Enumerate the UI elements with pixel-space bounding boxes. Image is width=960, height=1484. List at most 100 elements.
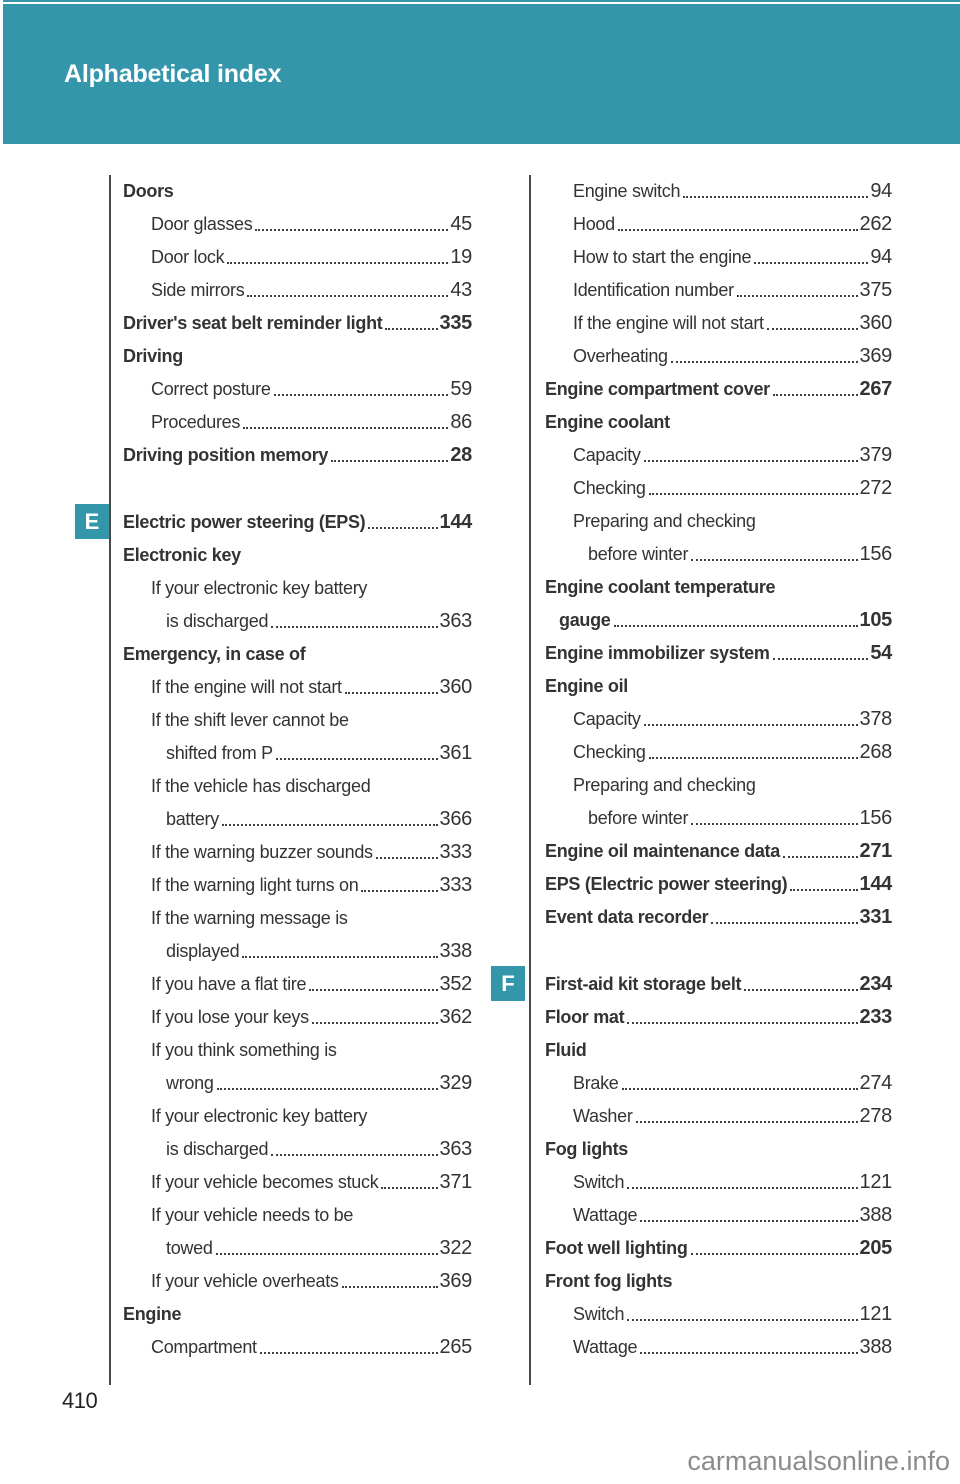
dot-leader — [247, 295, 449, 297]
index-entry: If your electronic key battery — [123, 572, 472, 605]
entry-page-number: 366 — [439, 808, 473, 830]
entry-page-number: 333 — [439, 874, 473, 896]
entry-label: Engine immobilizer system — [545, 643, 770, 663]
dot-leader — [627, 1187, 858, 1189]
entry-label: If your vehicle needs to be — [151, 1205, 354, 1225]
dot-leader — [643, 724, 858, 726]
index-entry: Engine — [123, 1298, 472, 1331]
entry-label: If you lose your keys — [151, 1007, 309, 1027]
index-entry: Driving — [123, 340, 472, 373]
entry-page-number: 156 — [859, 543, 893, 565]
entry-label: If the shift lever cannot be — [151, 710, 349, 730]
entry-page-number: 28 — [450, 444, 472, 466]
entry-page-number: 369 — [859, 345, 893, 367]
index-entry: If you lose your keys 362 — [123, 1001, 472, 1034]
entry-page-number: 144 — [439, 511, 473, 533]
index-entry: F First-aid kit storage belt 234 — [491, 966, 892, 1001]
index-entry: Wattage 388 — [545, 1331, 892, 1364]
entry-page-number: 322 — [439, 1237, 473, 1259]
index-entry: before winter 156 — [545, 802, 892, 835]
dot-leader — [711, 922, 858, 924]
index-entry: Fluid — [545, 1034, 892, 1067]
entry-page-number: 363 — [439, 1138, 473, 1160]
footer-page-number: 410 — [62, 1388, 98, 1413]
dot-leader — [259, 1352, 438, 1354]
entry-page-number: 335 — [439, 312, 473, 334]
entry-page-number: 105 — [859, 609, 893, 631]
dot-leader — [385, 328, 438, 330]
index-entry: before winter 156 — [545, 538, 892, 571]
page-header-band: Alphabetical index — [3, 4, 960, 144]
index-entry: Engine oil maintenance data 271 — [545, 835, 892, 868]
dot-leader — [375, 857, 438, 859]
entry-page-number: 267 — [859, 378, 893, 400]
entry-page-number: 19 — [450, 246, 472, 268]
index-entry: Compartment 265 — [123, 1331, 472, 1364]
entry-label: Engine switch — [573, 181, 681, 201]
index-entry: Overheating 369 — [545, 340, 892, 373]
entry-page-number: 54 — [870, 642, 892, 664]
dot-leader — [344, 692, 438, 694]
index-content: Doors Door glasses 45 Door lock 19 Side mirro… — [75, 175, 893, 1385]
entry-page-number: 388 — [859, 1336, 893, 1358]
entry-page-number: 363 — [439, 610, 473, 632]
index-entry: If the warning buzzer sounds 333 — [123, 836, 472, 869]
dot-leader — [613, 625, 858, 627]
index-entry: If the engine will not start 360 — [545, 307, 892, 340]
dot-leader — [643, 460, 858, 462]
entry-label: Engine — [123, 1304, 182, 1324]
index-entry: If your vehicle needs to be — [123, 1199, 472, 1232]
dot-leader — [341, 1286, 438, 1288]
entry-page-number: 233 — [859, 1006, 893, 1028]
index-entry: Fog lights — [545, 1133, 892, 1166]
entry-page-number: 121 — [859, 1171, 893, 1193]
entry-label: EPS (Electric power steering) — [545, 874, 788, 894]
index-entry: shifted from P 361 — [123, 737, 472, 770]
entry-page-number: 94 — [870, 246, 892, 268]
index-entry: Driving position memory 28 — [123, 439, 472, 472]
dot-leader — [648, 757, 858, 759]
entry-label: If your electronic key battery — [151, 1106, 368, 1126]
entry-label: Brake — [573, 1073, 619, 1093]
entry-label: Preparing and checking — [573, 775, 756, 795]
entry-label: wrong — [166, 1073, 214, 1093]
entry-label: is discharged — [166, 1139, 269, 1159]
index-entry: How to start the engine 94 — [545, 241, 892, 274]
entry-label: is discharged — [166, 611, 269, 631]
dot-leader — [772, 394, 858, 396]
dot-leader — [691, 559, 858, 561]
entry-label: Checking — [573, 742, 646, 762]
entry-label: Engine oil maintenance data — [545, 841, 780, 861]
entry-page-number: 333 — [439, 841, 473, 863]
index-column-right: Engine switch 94 Hood 262 How to start the e… — [491, 175, 893, 1385]
index-entry: Emergency, in case of — [123, 638, 472, 671]
index-entry: Preparing and checking — [545, 769, 892, 802]
entry-label: If your vehicle overheats — [151, 1271, 339, 1291]
entry-page-number: 352 — [439, 973, 473, 995]
entry-label: Event data recorder — [545, 907, 709, 927]
index-entry: Switch 121 — [545, 1166, 892, 1199]
entry-label: Foot well lighting — [545, 1238, 688, 1258]
dot-leader — [744, 989, 858, 991]
index-entry: Capacity 378 — [545, 703, 892, 736]
dot-leader — [782, 856, 858, 858]
dot-leader — [216, 1088, 438, 1090]
entry-label: shifted from P — [166, 743, 273, 763]
entry-label: How to start the engine — [573, 247, 752, 267]
dot-leader — [648, 493, 858, 495]
entry-label: If your vehicle becomes stuck — [151, 1172, 379, 1192]
entry-label: Procedures — [151, 412, 241, 432]
entry-label: Electric power steering (EPS) — [123, 512, 366, 532]
dot-leader — [275, 758, 438, 760]
entry-label: Engine coolant — [545, 412, 670, 432]
dot-leader — [635, 1121, 858, 1123]
entry-label: Doors — [123, 181, 174, 201]
dot-leader — [255, 229, 449, 231]
index-entry: Door lock 19 — [123, 241, 472, 274]
dot-leader — [227, 262, 449, 264]
index-entry: E Electric power steering (EPS) 144 — [75, 504, 473, 539]
entry-page-number: 59 — [450, 378, 472, 400]
dot-leader — [670, 361, 858, 363]
entry-label: Wattage — [573, 1205, 638, 1225]
dot-leader — [790, 889, 858, 891]
